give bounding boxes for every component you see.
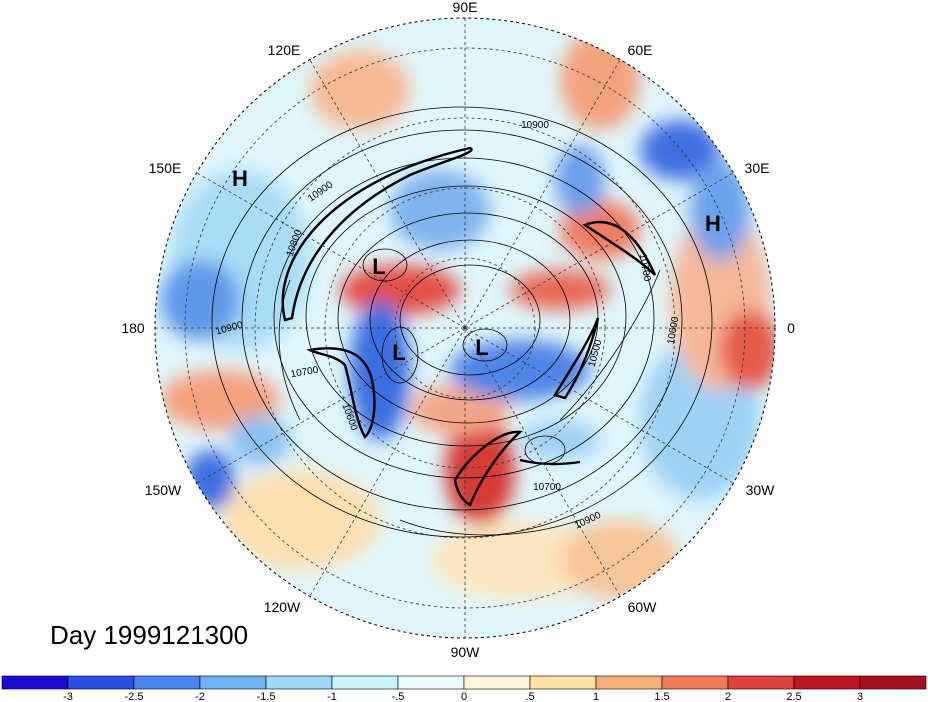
date-label: Day 1999121300	[50, 620, 248, 650]
lon-label-150w: 150W	[145, 482, 182, 498]
colorbar-tick-label: 3	[857, 691, 863, 702]
pressure-center-labels: H H L L L	[232, 166, 721, 365]
colorbar-swatch	[397, 675, 465, 690]
low-center-label: L	[392, 340, 405, 365]
colorbar-swatch	[265, 675, 333, 690]
colorbar-swatch	[727, 675, 795, 690]
colorbar-swatch	[595, 675, 663, 690]
colorbar-swatch	[133, 675, 201, 690]
colorbar-tick-label: -2.5	[125, 691, 144, 702]
lon-label-120w: 120W	[264, 599, 301, 615]
colorbar-swatch	[67, 675, 135, 690]
contour-label: 10700	[637, 253, 653, 283]
lon-label-60e: 60E	[628, 42, 653, 58]
contour-label: 10700	[290, 365, 320, 381]
colorbar-tick-label: 0	[461, 691, 467, 702]
map-boundary	[154, 17, 776, 639]
high-center-label: H	[705, 211, 721, 236]
low-center-label: L	[475, 335, 488, 360]
lon-label-180: 180	[121, 320, 145, 336]
lon-label-120e: 120E	[268, 42, 301, 58]
lon-label-90w: 90W	[451, 644, 481, 660]
colorbar-tick-label: 2	[725, 691, 731, 702]
lon-label-30e: 30E	[745, 160, 770, 176]
colorbar-tick-label: -1	[327, 691, 337, 702]
colorbar-swatch	[529, 675, 597, 690]
colorbar-tick-label: -2	[195, 691, 205, 702]
colorbar-swatch	[199, 675, 267, 690]
colorbar-swatch	[331, 675, 399, 690]
colorbar: -3 -2.5 -2 -1.5 -1 -.5 0 .5 1 1.5 2 2.5 3	[1, 675, 927, 702]
colorbar-tick-label: 1	[593, 691, 599, 702]
geopotential-contours	[211, 106, 713, 538]
jet-stream-contours	[281, 146, 657, 507]
graticule	[155, 18, 775, 638]
low-center-label: L	[372, 254, 385, 279]
colorbar-tick-label: .5	[525, 691, 534, 702]
lon-label-90e: 90E	[453, 0, 478, 15]
colorbar-swatch	[661, 675, 729, 690]
colorbar-tick-label: 2.5	[786, 691, 801, 702]
colorbar-tick-label: 1.5	[654, 691, 669, 702]
colorbar-swatch	[859, 675, 927, 690]
lon-label-0: 0	[787, 320, 795, 336]
colorbar-tick-label: -1.5	[257, 691, 276, 702]
high-center-label: H	[232, 166, 248, 191]
lon-label-150e: 150E	[149, 160, 182, 176]
colorbar-swatch	[1, 675, 69, 690]
lon-label-60w: 60W	[628, 599, 658, 615]
contour-label: 10600	[666, 315, 682, 345]
colorbar-tick-label: -3	[63, 691, 73, 702]
colorbar-swatch	[463, 675, 531, 690]
colorbar-swatch	[793, 675, 861, 690]
longitude-labels: 90E 60E 30E 0 30W 60W 90W 120W 150W 180 …	[121, 0, 795, 660]
contour-label: 10700	[533, 482, 561, 493]
colorbar-tick-label: -.5	[392, 691, 405, 702]
contour-label: 10900	[521, 120, 549, 131]
lon-label-30w: 30W	[746, 482, 776, 498]
